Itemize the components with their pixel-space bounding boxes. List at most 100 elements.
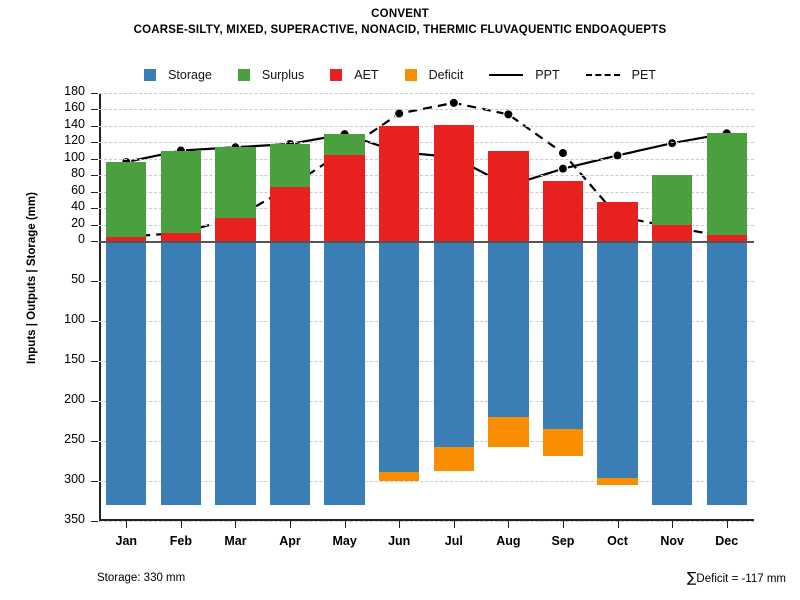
- x-axis-tick: [453, 521, 455, 528]
- gridline: [99, 125, 754, 127]
- bar-segment-aet: [488, 150, 529, 241]
- x-axis-tick: [617, 521, 619, 528]
- bar-segment-aet: [215, 217, 256, 241]
- bar-group-may[interactable]: [324, 93, 365, 521]
- x-axis-tick: [508, 521, 510, 528]
- x-axis-tick: [726, 521, 728, 528]
- x-axis-label-sep: Sep: [551, 534, 575, 548]
- gridline: [99, 175, 754, 177]
- gridline: [99, 361, 754, 362]
- bar-segment-deficit: [488, 417, 529, 448]
- bar-group-aug[interactable]: [488, 93, 529, 521]
- bar-segment-deficit: [597, 477, 638, 485]
- gridline: [99, 281, 754, 282]
- x-axis-label-jan: Jan: [115, 534, 138, 548]
- x-axis-tick: [290, 521, 292, 528]
- y-axis-tick-label: 20: [71, 215, 85, 230]
- gridline: [99, 481, 754, 482]
- bar-segment-storage: [542, 241, 584, 429]
- y-axis-tick-label: 250: [64, 432, 85, 446]
- x-axis-label-dec: Dec: [715, 534, 739, 548]
- legend-dashed-line-icon: [585, 74, 620, 76]
- legend-swatch-icon: [237, 69, 250, 81]
- bar-segment-storage: [269, 241, 311, 505]
- y-axis-tick-label: 80: [71, 166, 85, 181]
- legend-swatch-icon: [144, 69, 157, 81]
- x-axis-tick: [235, 521, 237, 528]
- y-axis-tick: [91, 241, 98, 242]
- x-axis-label-oct: Oct: [607, 534, 628, 548]
- bar-segment-surplus: [215, 147, 256, 218]
- x-axis-label-aug: Aug: [496, 534, 521, 548]
- bar-segment-surplus: [324, 134, 365, 155]
- y-axis-tick-label: 140: [64, 116, 85, 131]
- y-axis-tick-label: 50: [71, 272, 85, 286]
- bar-segment-storage: [379, 241, 420, 473]
- legend-swatch-icon: [404, 69, 417, 81]
- chart-title: CONVENT COARSE-SILTY, MIXED, SUPERACTIVE…: [0, 6, 800, 38]
- y-axis-tick: [91, 125, 98, 127]
- bar-segment-storage: [706, 241, 747, 505]
- bar-segment-surplus: [160, 150, 202, 233]
- y-axis-tick-label: 200: [64, 392, 85, 406]
- legend-item-storage[interactable]: Storage: [144, 68, 212, 82]
- legend-item-surplus[interactable]: Surplus: [237, 68, 304, 82]
- legend-solid-line-icon: [489, 74, 524, 76]
- y-axis-tick-label: 120: [64, 133, 85, 148]
- x-axis-label-jun: Jun: [388, 534, 411, 548]
- bar-group-oct[interactable]: [597, 93, 638, 521]
- bar-segment-aet: [597, 201, 638, 241]
- gridline: [99, 521, 754, 522]
- x-axis-label-mar: Mar: [224, 534, 247, 548]
- bar-group-nov[interactable]: [651, 93, 693, 521]
- bar-group-mar[interactable]: [215, 93, 256, 521]
- bar-segment-storage: [597, 241, 638, 478]
- y-axis-tick: [91, 441, 98, 442]
- gridline: [99, 401, 754, 402]
- legend-item-ppt[interactable]: PPT: [489, 68, 560, 82]
- bar-group-jul[interactable]: [433, 93, 474, 521]
- bar-segment-deficit: [433, 447, 474, 472]
- legend-label: Storage: [168, 68, 212, 82]
- y-axis-tick-label: 150: [64, 352, 85, 366]
- bar-segment-aet: [160, 232, 202, 241]
- legend-item-pet[interactable]: PET: [585, 68, 656, 82]
- page-title: CONVENT: [371, 8, 429, 20]
- bar-segment-aet: [542, 180, 584, 241]
- bar-group-jan[interactable]: [106, 93, 147, 521]
- legend-label: PET: [631, 68, 656, 82]
- gridline: [99, 142, 754, 144]
- page-subtitle: COARSE-SILTY, MIXED, SUPERACTIVE, NONACI…: [133, 24, 667, 36]
- y-axis-tick: [91, 93, 98, 94]
- gridline: [99, 321, 754, 322]
- gridline: [99, 224, 754, 226]
- bar-group-jun[interactable]: [379, 93, 420, 521]
- bar-group-dec[interactable]: [706, 93, 747, 521]
- bar-group-apr[interactable]: [269, 93, 311, 521]
- y-axis-tick-label: 0: [78, 232, 85, 246]
- zero-axis-line: [99, 241, 754, 243]
- bar-segment-aet: [433, 125, 474, 241]
- y-axis-tick: [91, 321, 98, 322]
- x-axis-label-jul: Jul: [444, 534, 463, 548]
- y-axis-tick: [91, 158, 98, 160]
- bar-group-sep[interactable]: [542, 93, 584, 521]
- legend-item-deficit[interactable]: Deficit: [404, 68, 463, 82]
- gridline: [99, 191, 754, 193]
- x-axis-tick: [126, 521, 128, 528]
- legend-label: AET: [354, 68, 379, 82]
- y-axis-tick: [91, 401, 98, 402]
- y-axis-tick: [91, 481, 98, 482]
- bar-group-feb[interactable]: [160, 93, 202, 521]
- x-axis-tick: [562, 521, 564, 528]
- legend-item-aet[interactable]: AET: [330, 68, 379, 82]
- y-axis-tick: [91, 361, 98, 362]
- bar-segment-surplus: [106, 162, 147, 237]
- y-axis-tick: [91, 142, 98, 144]
- gridline: [99, 441, 754, 442]
- y-axis-tick-label: 100: [64, 312, 85, 326]
- bar-segment-surplus: [269, 143, 311, 187]
- bar-segment-aet: [106, 236, 147, 241]
- x-axis-tick: [672, 521, 674, 528]
